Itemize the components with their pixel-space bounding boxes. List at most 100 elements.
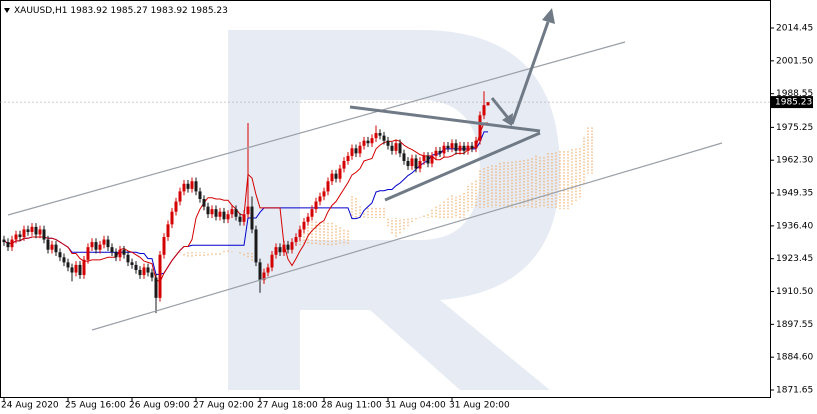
candle-body xyxy=(246,206,250,215)
y-tick-label: 1897.55 xyxy=(776,320,813,330)
candle-body xyxy=(26,229,30,232)
x-tick-label: 27 Aug 02:00 xyxy=(193,401,254,411)
candle-body xyxy=(342,160,346,169)
candle-body xyxy=(486,102,490,106)
candle-body xyxy=(190,181,194,189)
price-label: 1985.23 xyxy=(775,98,812,108)
candle-body xyxy=(390,145,394,151)
candle-body xyxy=(150,272,154,278)
candle-body xyxy=(70,267,74,273)
y-tick-label: 2001.50 xyxy=(776,56,813,66)
candle-body xyxy=(38,229,42,235)
candle-body xyxy=(378,133,382,136)
header-icon xyxy=(4,8,10,13)
candle-body xyxy=(206,206,210,215)
candle-body xyxy=(14,234,18,240)
candle-body xyxy=(366,140,370,144)
candle-body xyxy=(234,209,238,217)
watermark xyxy=(228,30,560,390)
candle-body xyxy=(114,252,118,258)
x-tick-label: 26 Aug 09:00 xyxy=(129,401,190,411)
low: 1983.92 xyxy=(151,6,188,16)
candle-body xyxy=(330,173,334,182)
candle-body xyxy=(102,239,106,245)
x-tick-label: 25 Aug 16:00 xyxy=(65,401,126,411)
candle-body xyxy=(314,201,318,210)
open: 1983.92 xyxy=(70,6,107,16)
candle-body xyxy=(422,155,426,161)
candle-body xyxy=(118,249,122,258)
candle-body xyxy=(470,145,474,149)
plot-frame xyxy=(0,0,771,398)
x-tick-label: 27 Aug 18:00 xyxy=(257,401,318,411)
candle-body xyxy=(326,181,330,192)
candle-body xyxy=(362,140,366,146)
candle-body xyxy=(134,264,138,270)
candle-body xyxy=(186,183,190,189)
candle-body xyxy=(430,155,434,164)
candle-body xyxy=(62,257,66,263)
candle-body xyxy=(474,140,478,149)
candle-body xyxy=(398,143,402,154)
candle-body xyxy=(454,143,458,151)
high: 1985.27 xyxy=(110,6,147,16)
candle-body xyxy=(86,247,90,260)
candle-body xyxy=(274,247,278,255)
y-tick-label: 2014.45 xyxy=(776,24,813,34)
candle-body xyxy=(370,138,374,144)
candle-body xyxy=(382,135,386,141)
candle-body xyxy=(218,211,222,217)
price-box xyxy=(771,96,813,109)
y-tick-label: 1923.45 xyxy=(776,254,813,264)
candle-body xyxy=(162,237,166,255)
candle-body xyxy=(242,214,246,222)
candle-body xyxy=(210,209,214,215)
axes: 2014.45 2001.50 1988.55 1975.25 1962.30 1949.… xyxy=(0,24,813,411)
candle-body xyxy=(414,158,418,169)
candle-body xyxy=(198,191,202,199)
y-tick-label: 1871.65 xyxy=(776,386,813,396)
candle-body xyxy=(142,267,146,276)
candle-body xyxy=(426,155,430,164)
candle-body xyxy=(146,267,150,273)
candle-body xyxy=(238,216,242,222)
candle-body xyxy=(466,145,470,151)
candle-body xyxy=(2,239,6,243)
candle-body xyxy=(298,229,302,238)
y-tick-label: 1949.35 xyxy=(776,189,813,199)
candle-body xyxy=(194,181,198,192)
candle-body xyxy=(50,244,54,250)
candle-body xyxy=(442,145,446,154)
candle-body xyxy=(222,211,226,220)
candle-body xyxy=(214,209,218,217)
candle-body xyxy=(18,234,22,238)
candle-body xyxy=(126,254,130,263)
candle-body xyxy=(122,249,126,255)
candle-body xyxy=(98,244,102,250)
triangle-upper xyxy=(349,105,541,133)
candle-body xyxy=(310,209,314,217)
y-tick-label: 1936.40 xyxy=(776,221,813,231)
candle-body xyxy=(230,209,234,215)
candle-body xyxy=(202,199,206,207)
candle-body xyxy=(10,239,14,248)
candle-body xyxy=(74,264,78,273)
candle-body xyxy=(182,183,186,192)
candle-body xyxy=(482,105,486,116)
candle-body xyxy=(350,148,354,156)
y-tick-label: 1910.50 xyxy=(776,287,813,297)
candle-body xyxy=(258,262,262,281)
candle-body xyxy=(254,229,258,263)
channel xyxy=(7,41,723,331)
candle-body xyxy=(418,160,422,169)
candle-body xyxy=(294,237,298,243)
x-tick-label: 31 Aug 04:00 xyxy=(385,401,446,411)
candle-body xyxy=(174,201,178,212)
candle-body xyxy=(462,145,466,151)
candle-body xyxy=(158,254,162,298)
arrow-head xyxy=(502,113,513,126)
x-tick-label: 28 Aug 11:00 xyxy=(321,401,382,411)
arrow-down xyxy=(490,97,510,119)
close: 1985.23 xyxy=(191,6,228,16)
candle-body xyxy=(402,153,406,161)
